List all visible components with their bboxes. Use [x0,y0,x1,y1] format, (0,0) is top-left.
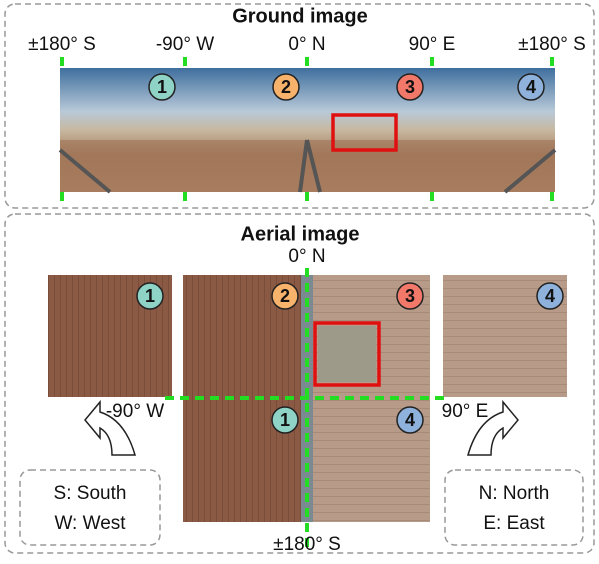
marker-number: 1 [145,286,155,306]
marker-number: 4 [405,410,415,430]
legend-text: W: West [54,513,126,534]
marker-number: 1 [280,410,290,430]
ground-title: Ground image [232,5,368,27]
marker-number: 2 [281,77,291,97]
west-label: -90° W [106,401,164,422]
east-label: 90° E [442,401,489,422]
legend-text: N: North [479,483,550,504]
marker-number: 2 [280,286,290,306]
direction-label: 0° N [288,34,325,55]
legend-text: E: East [483,513,545,534]
marker-number: 4 [526,77,536,97]
south-label: ±180° S [273,534,341,555]
direction-label: -90° W [156,34,214,55]
direction-label: 90° E [409,34,456,55]
direction-label: ±180° S [28,34,96,55]
direction-label: ±180° S [518,34,586,55]
legend-text: S: South [54,483,127,504]
aerial-title: Aerial image [241,223,360,245]
farmhouse [318,326,376,382]
diagram: Ground image ±180° S -90° W 0° N 90° E ±180°… [0,0,599,559]
marker-number: 1 [157,77,167,97]
marker-number: 3 [405,77,415,97]
north-label: 0° N [288,246,325,267]
marker-number: 4 [545,286,555,306]
marker-number: 3 [405,286,415,306]
